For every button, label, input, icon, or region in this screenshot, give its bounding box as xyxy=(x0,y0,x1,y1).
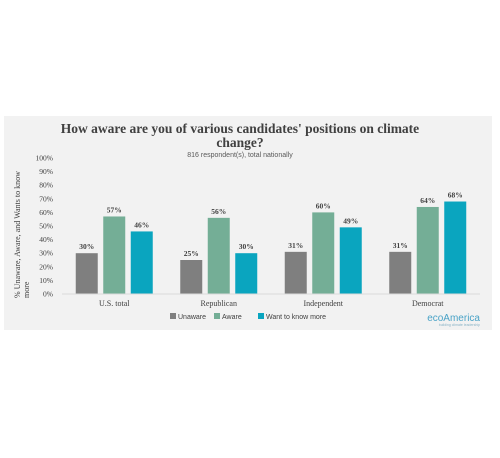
bar-group: 30% 57% 46% xyxy=(75,205,153,294)
brand-name: ecoAmerica xyxy=(427,313,480,324)
data-label: 31% xyxy=(288,241,303,250)
category-label: Democrat xyxy=(412,299,444,308)
bar-aware xyxy=(416,206,439,294)
bar-group: 25% 56% 30% xyxy=(180,207,258,294)
bar-unaware xyxy=(180,260,203,294)
category-labels: U.S. total Republican Independent Democrat xyxy=(99,299,444,308)
bar-want-to-know-more xyxy=(235,253,258,294)
y-axis-title: % Unaware, Aware, and Wants to know more xyxy=(13,171,31,298)
chart-title-line-1: How aware are you of various candidates'… xyxy=(61,121,419,136)
data-label: 31% xyxy=(393,241,408,250)
bar-want-to-know-more xyxy=(130,231,153,294)
data-label: 25% xyxy=(184,249,199,258)
legend-item: Want to know more xyxy=(258,313,326,321)
legend-swatch xyxy=(258,313,264,319)
bar-aware xyxy=(207,217,230,294)
bar-want-to-know-more xyxy=(444,201,467,294)
y-tick-label: 10% xyxy=(39,276,53,285)
bar-want-to-know-more xyxy=(339,227,362,294)
data-label: 64% xyxy=(420,196,435,205)
data-label: 30% xyxy=(79,242,94,251)
brand-tagline: building climate leadership xyxy=(439,323,480,327)
y-tick-label: 0% xyxy=(43,290,53,299)
chart-title-line-2: change? xyxy=(216,135,263,150)
data-label: 49% xyxy=(343,216,358,225)
legend-label: Aware xyxy=(222,314,242,321)
y-axis-ticks: 0% 10% 20% 30% 40% 50% 60% 70% 80% 90% 100% xyxy=(36,154,54,299)
bar-chart: How aware are you of various candidates'… xyxy=(13,121,480,327)
data-label: 30% xyxy=(239,242,254,251)
category-label: Republican xyxy=(201,299,237,308)
bar-unaware xyxy=(389,251,412,294)
y-tick-label: 50% xyxy=(39,222,53,231)
legend-item: Aware xyxy=(214,313,242,321)
bar-unaware xyxy=(75,253,98,294)
data-label: 57% xyxy=(107,205,122,214)
bar-group: 31% 64% 68% xyxy=(389,191,467,294)
legend-swatch xyxy=(170,313,176,319)
data-label: 68% xyxy=(448,191,463,200)
legend-item: Unaware xyxy=(170,313,206,321)
legend-swatch xyxy=(214,313,220,319)
y-tick-label: 40% xyxy=(39,235,53,244)
y-axis-title-line-2: more xyxy=(22,281,31,298)
brand-logo: ecoAmerica building climate leadership xyxy=(427,313,480,327)
chart-subtitle: 816 respondent(s), total nationally xyxy=(187,152,293,159)
category-label: U.S. total xyxy=(99,299,130,308)
data-label: 60% xyxy=(316,201,331,210)
data-label: 56% xyxy=(211,207,226,216)
y-tick-label: 100% xyxy=(36,154,54,163)
bar-group: 31% 60% 49% xyxy=(284,201,362,294)
y-tick-label: 20% xyxy=(39,262,53,271)
y-tick-label: 80% xyxy=(39,181,53,190)
bar-unaware xyxy=(284,251,307,294)
data-label: 46% xyxy=(134,220,149,229)
chart-panel: How aware are you of various candidates'… xyxy=(4,116,492,330)
legend-label: Unaware xyxy=(178,314,206,321)
legend: Unaware Aware Want to know more xyxy=(170,313,326,321)
y-tick-label: 60% xyxy=(39,208,53,217)
legend-label: Want to know more xyxy=(266,314,326,321)
bars: 30% 57% 46% 25% 56% 30% 31% 60% 49% 31% 64% 68% xyxy=(75,191,467,294)
bar-aware xyxy=(312,212,335,294)
y-tick-label: 90% xyxy=(39,167,53,176)
y-tick-label: 30% xyxy=(39,249,53,258)
category-label: Independent xyxy=(303,299,343,308)
bar-aware xyxy=(103,216,126,294)
y-axis-title-line-1: % Unaware, Aware, and Wants to know xyxy=(13,171,22,298)
y-tick-label: 70% xyxy=(39,194,53,203)
